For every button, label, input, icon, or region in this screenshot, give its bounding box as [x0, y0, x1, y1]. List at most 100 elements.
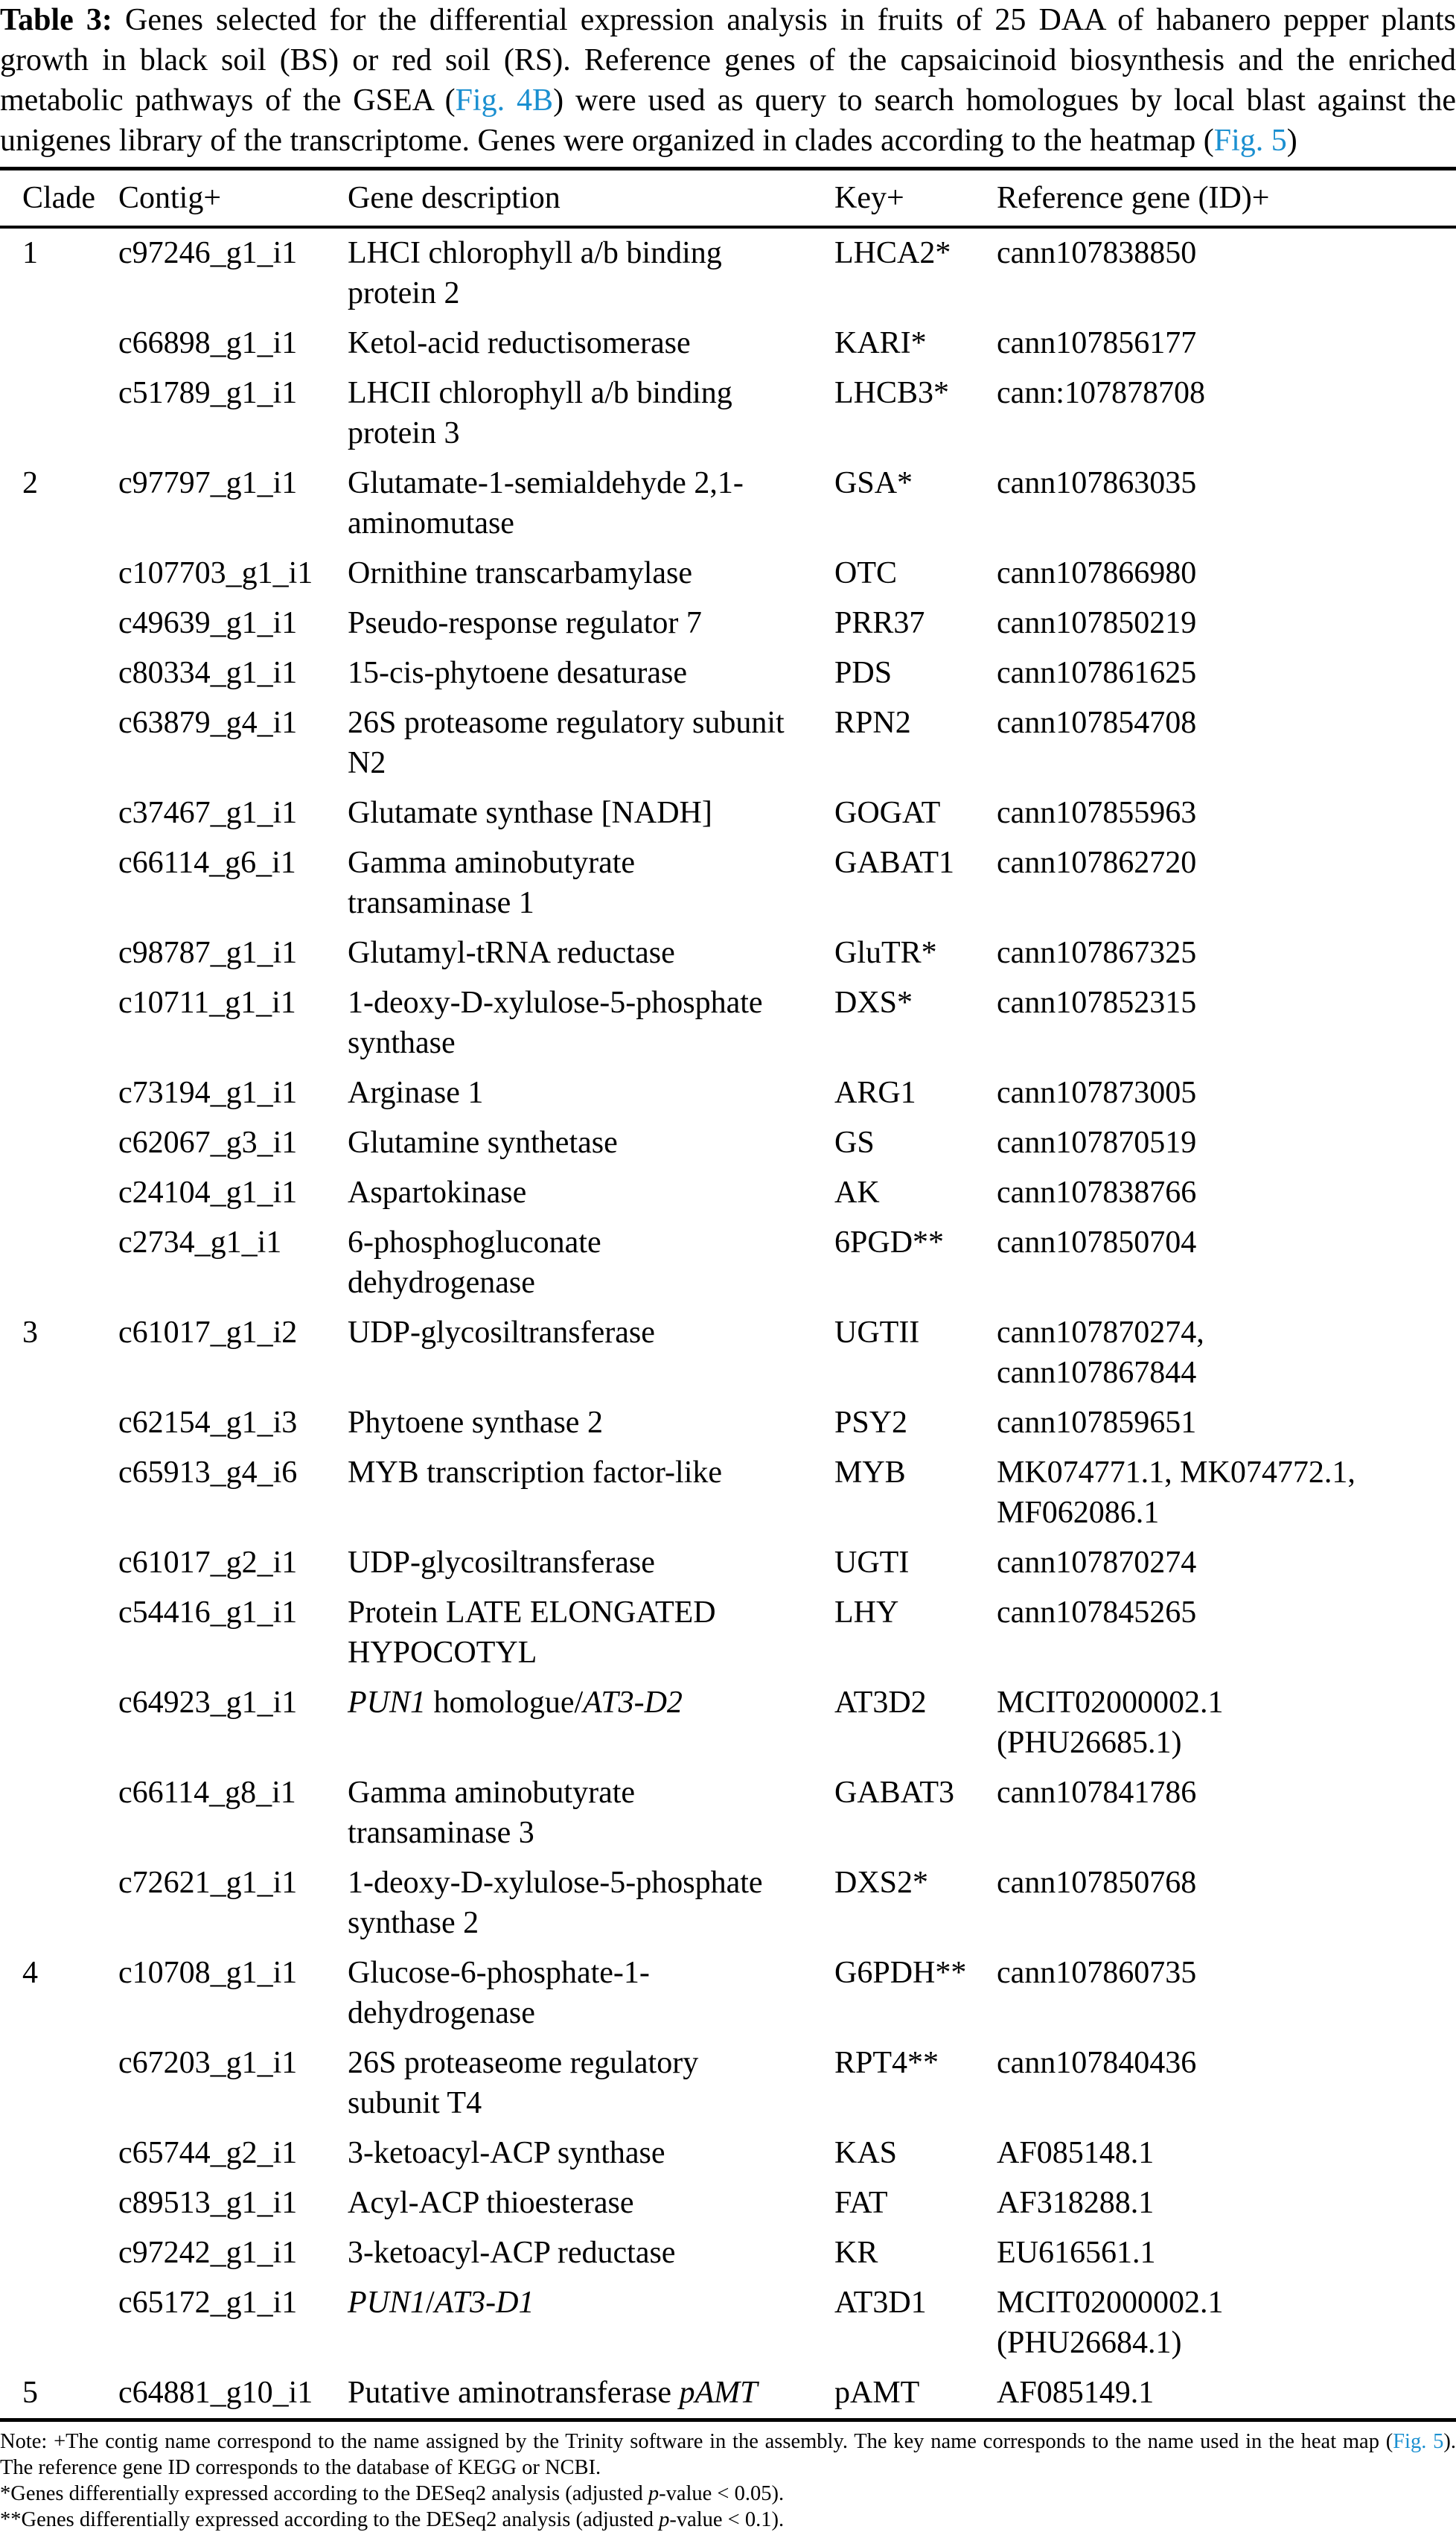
italic-text: pAMT [679, 2376, 758, 2410]
reference-gene-cell: cann107840436 [997, 2046, 1197, 2080]
clade-cell [0, 599, 118, 648]
contig-cell: c62154_g1_i3 [118, 1406, 298, 1440]
table-row: c66114_g8_i1 Gamma aminobutyrate transami… [0, 1768, 1456, 1858]
clade-cell [0, 2278, 118, 2368]
reference-gene-cell: cann107863035 [997, 466, 1197, 500]
gene-description-cell: Glutamate-1-semialdehyde 2,1- aminomutas… [348, 466, 744, 541]
clade-cell [0, 698, 118, 788]
gene-description-cell: Arginase 1 [348, 1076, 484, 1110]
clade-cell [0, 1678, 118, 1768]
gene-description-cell: Acyl-ACP thioesterase [348, 2186, 634, 2220]
clade-cell [0, 1068, 118, 1118]
reference-gene-cell: cann:107878708 [997, 376, 1205, 410]
gene-description-cell: Protein LATE ELONGATED HYPOCOTYL [348, 1595, 716, 1670]
table-row: c80334_g1_i1 15-cis-phytoene desaturase PD… [0, 648, 1456, 698]
key-cell: OTC [834, 556, 897, 590]
clade-cell [0, 648, 118, 698]
table-row: c2734_g1_i1 6-phosphogluconate dehydrogen… [0, 1218, 1456, 1308]
text-segment: ). The reference gene ID corresponds to … [0, 2430, 1456, 2479]
contig-cell: c98787_g1_i1 [118, 936, 298, 970]
text-segment: **Genes differentially expressed accordi… [0, 2508, 660, 2531]
contig-cell: c37467_g1_i1 [118, 796, 298, 830]
reference-gene-cell: EU616561.1 [997, 2236, 1156, 2270]
text-segment: ) [1286, 124, 1297, 158]
contig-cell: c97797_g1_i1 [118, 466, 298, 500]
key-cell: GSA* [834, 466, 913, 500]
reference-gene-cell: MCIT02000002.1 (PHU26684.1) [997, 2286, 1224, 2360]
contig-cell: c72621_g1_i1 [118, 1866, 298, 1900]
gene-description-cell: MYB transcription factor-like [348, 1455, 723, 1490]
table-row: c107703_g1_i1 Ornithine transcarbamylase O… [0, 549, 1456, 599]
gene-description-cell: 6-phosphogluconate dehydrogenase [348, 1225, 601, 1300]
reference-gene-cell: cann107870519 [997, 1126, 1197, 1160]
clade-cell: 5 [22, 2376, 38, 2410]
key-cell: DXS2* [834, 1866, 929, 1900]
clade-cell [0, 2129, 118, 2178]
gene-description-cell: UDP-glycosiltransferase [348, 1546, 655, 1580]
figure-link[interactable]: Fig. 5 [1213, 124, 1287, 158]
gene-description-cell: 3-ketoacyl-ACP reductase [348, 2236, 676, 2270]
contig-cell: c61017_g1_i2 [118, 1316, 298, 1350]
contig-cell: c10711_g1_i1 [118, 986, 296, 1020]
clade-cell [0, 1398, 118, 1448]
table-row: c97242_g1_i1 3-ketoacyl-ACP reductase KR EU… [0, 2228, 1456, 2278]
clade-cell [0, 2038, 118, 2129]
table-row: 4 c10708_g1_i1 Glucose-6-phosphate-1- dehy… [0, 1948, 1456, 2038]
gene-description-cell: Gamma aminobutyrate transaminase 1 [348, 846, 636, 920]
contig-cell: c62067_g3_i1 [118, 1126, 298, 1160]
reference-gene-cell: cann107860735 [997, 1956, 1197, 1990]
contig-cell: c66114_g6_i1 [118, 846, 296, 880]
key-cell: KAS [834, 2136, 898, 2170]
clade-cell [0, 2178, 118, 2228]
table-row: 2 c97797_g1_i1 Glutamate-1-semialdehyde 2,… [0, 459, 1456, 549]
table-row: c65744_g2_i1 3-ketoacyl-ACP synthase KAS AF… [0, 2129, 1456, 2178]
key-cell: AK [834, 1176, 880, 1210]
key-cell: GS [834, 1126, 875, 1160]
contig-cell: c49639_g1_i1 [118, 606, 298, 640]
key-cell: ARG1 [834, 1076, 916, 1110]
reference-gene-cell: cann107850704 [997, 1225, 1197, 1260]
contig-cell: c65913_g4_i6 [118, 1455, 298, 1490]
clade-cell [0, 928, 118, 978]
table-row: c62154_g1_i3 Phytoene synthase 2 PSY2 cann1… [0, 1398, 1456, 1448]
reference-gene-cell: cann107867325 [997, 936, 1197, 970]
note-line: *Genes differentially expressed accordin… [0, 2481, 1456, 2507]
figure-link[interactable]: Fig. 4B [455, 83, 554, 118]
key-cell: 6PGD** [834, 1225, 945, 1260]
reference-gene-cell: AF085149.1 [997, 2376, 1155, 2410]
text-segment: ) were used as query to search homologue… [0, 83, 1456, 158]
key-cell: UGTI [834, 1546, 910, 1580]
reference-gene-cell: cann107841786 [997, 1776, 1197, 1810]
gene-description-cell: Glutamine synthetase [348, 1126, 618, 1160]
key-cell: AT3D1 [834, 2286, 927, 2320]
table-row: c64923_g1_i1 PUN1 homologue/AT3-D2 AT3D2 MC… [0, 1678, 1456, 1768]
gene-description-cell: 3-ketoacyl-ACP synthase [348, 2136, 665, 2170]
reference-gene-cell: cann107850768 [997, 1866, 1197, 1900]
table-row: c63879_g4_i1 26S proteasome regulatory su… [0, 698, 1456, 788]
figure-link[interactable]: Fig. 5 [1393, 2430, 1444, 2453]
key-cell: MYB [834, 1455, 906, 1490]
contig-cell: c10708_g1_i1 [118, 1956, 298, 1990]
key-cell: GABAT1 [834, 846, 955, 880]
key-cell: AT3D2 [834, 1686, 927, 1720]
contig-cell: c80334_g1_i1 [118, 656, 298, 690]
table-row: c51789_g1_i1 LHCII chlorophyll a/b bindin… [0, 369, 1456, 459]
text-segment: -value < 0.1). [669, 2508, 785, 2531]
table-notes: Note: +The contig name correspond to the… [0, 2429, 1456, 2533]
gene-description-cell: 15-cis-phytoene desaturase [348, 656, 687, 690]
reference-gene-cell: cann107845265 [997, 1595, 1197, 1630]
clade-cell [0, 1588, 118, 1678]
table-row: c73194_g1_i1 Arginase 1 ARG1 cann107873005 [0, 1068, 1456, 1118]
table-header-row: Clade Contig+ Gene description Key+ Refe… [0, 168, 1456, 227]
clade-cell [0, 2228, 118, 2278]
reference-gene-cell: cann107838850 [997, 236, 1197, 270]
key-cell: GABAT3 [834, 1776, 955, 1810]
table-row: c49639_g1_i1 Pseudo-response regulator 7 P… [0, 599, 1456, 648]
gene-description-cell: Pseudo-response regulator 7 [348, 606, 702, 640]
gene-description-cell: Glutamate synthase [NADH] [348, 796, 712, 830]
contig-cell: c61017_g2_i1 [118, 1546, 298, 1580]
contig-cell: c24104_g1_i1 [118, 1176, 298, 1210]
reference-gene-cell: cann107870274, cann107867844 [997, 1316, 1204, 1390]
contig-cell: c54416_g1_i1 [118, 1595, 298, 1630]
header-reference-gene: Reference gene (ID)+ [997, 181, 1270, 215]
